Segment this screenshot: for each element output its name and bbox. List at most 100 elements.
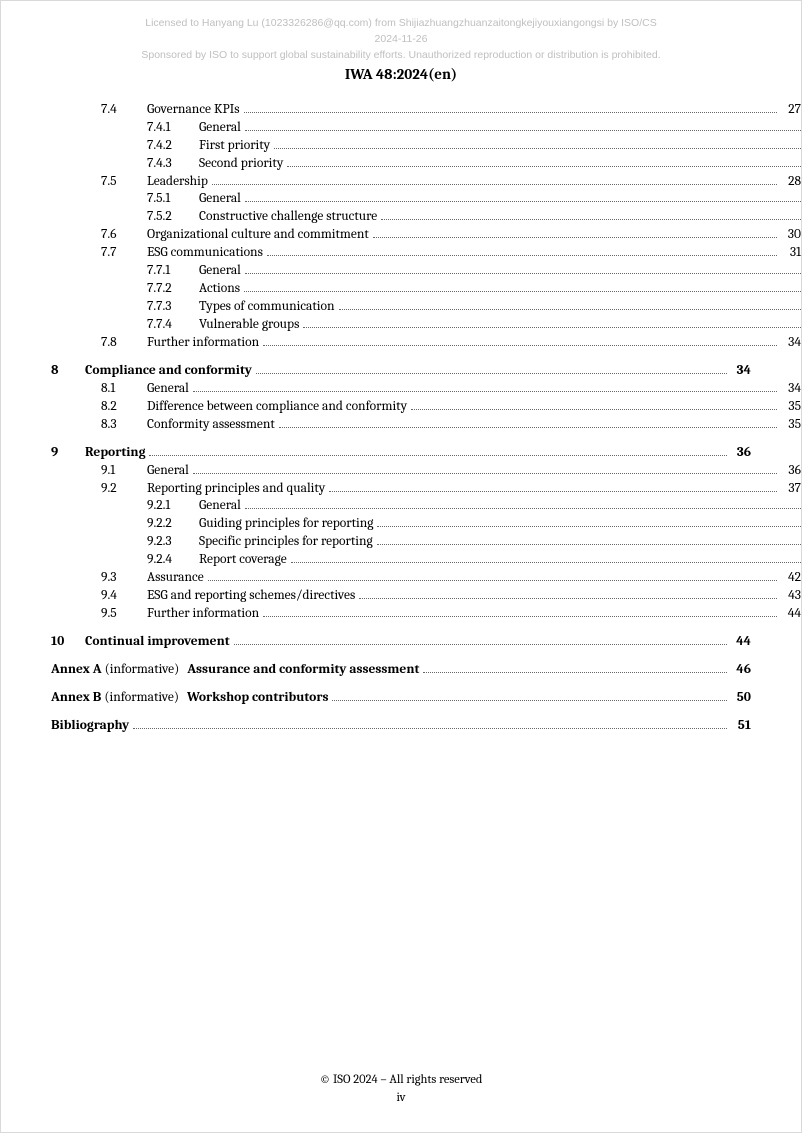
toc-entry-title: Assurance — [147, 570, 206, 586]
toc-entry-page: 34 — [779, 335, 801, 351]
toc-leader-dots — [244, 281, 802, 292]
toc-entry: 8Compliance and conformity34 — [51, 362, 751, 380]
toc-entry-page: 27 — [779, 102, 801, 118]
toc-entry-page: 34 — [779, 381, 801, 397]
toc-leader-dots — [245, 498, 802, 509]
toc-entry-title: ESG and reporting schemes/directives — [147, 588, 357, 604]
toc-leader-dots — [332, 689, 727, 700]
page-number: iv — [1, 1091, 801, 1106]
toc-entry-number: Annex A (informative) — [51, 662, 187, 678]
document-reference-title: IWA 48:2024(en) — [51, 65, 751, 83]
toc-entry-title: General — [199, 120, 243, 136]
toc-entry: 9.2.2Guiding principles for reporting37 — [147, 515, 802, 533]
toc-entry-page: 37 — [779, 481, 801, 497]
toc-entry-number: 9.1 — [101, 463, 147, 479]
toc-entry-title: Continual improvement — [85, 634, 232, 650]
toc-leader-dots — [381, 209, 802, 220]
toc-entry-title: Report coverage — [199, 552, 289, 568]
toc-entry: 8.3Conformity assessment35 — [101, 416, 801, 434]
toc-entry-title: Reporting principles and quality — [147, 481, 327, 497]
toc-entry: 7.7ESG communications31 — [101, 244, 801, 262]
toc-entry-title: Types of communication — [199, 299, 337, 315]
toc-entry: 7.8Further information 34 — [101, 334, 801, 352]
toc-entry: 10Continual improvement44 — [51, 633, 751, 651]
toc-entry-number: 9.2.1 — [147, 498, 199, 514]
toc-leader-dots — [193, 380, 777, 391]
toc-entry-title: Vulnerable groups — [199, 317, 301, 333]
toc-entry: 8.2Difference between compliance and con… — [101, 398, 801, 416]
toc-leader-dots — [291, 552, 802, 563]
toc-entry-title: General — [199, 191, 243, 207]
toc-entry: 7.7.1General31 — [147, 262, 802, 280]
toc-entry-page: 44 — [729, 634, 751, 650]
toc-entry-title: General — [199, 263, 243, 279]
toc-entry: 9.2.3Specific principles for reporting38 — [147, 533, 802, 551]
license-watermark-line3: Sponsored by ISO to support global susta… — [51, 48, 751, 62]
toc-entry-number: 7.5.1 — [147, 191, 199, 207]
toc-leader-dots — [329, 480, 777, 491]
toc-entry-title: Workshop contributors — [187, 690, 331, 706]
toc-leader-dots — [274, 137, 802, 148]
table-of-contents: 7.4Governance KPIs277.4.1General277.4.2F… — [51, 101, 751, 735]
toc-entry: 9Reporting36 — [51, 444, 751, 462]
toc-entry-title: Actions — [199, 281, 242, 297]
toc-entry-page: 36 — [779, 463, 801, 479]
toc-entry-page: 44 — [779, 606, 801, 622]
toc-entry-number: 7.8 — [101, 335, 147, 351]
toc-entry: Bibliography51 — [51, 717, 751, 735]
toc-leader-dots — [149, 444, 727, 455]
toc-leader-dots — [244, 101, 777, 112]
toc-entry-number: 8 — [51, 363, 85, 379]
toc-entry-title: General — [147, 463, 191, 479]
toc-entry-number: 8.3 — [101, 417, 147, 433]
license-watermark-line1: Licensed to Hanyang Lu (1023326286@qq.co… — [51, 16, 751, 30]
toc-entry: Annex B (informative) Workshop contribut… — [51, 689, 751, 707]
toc-leader-dots — [377, 516, 802, 527]
toc-entry-page: 51 — [729, 718, 751, 734]
toc-entry-title: ESG communications — [147, 245, 265, 261]
toc-leader-dots — [267, 245, 777, 256]
toc-entry-number: 7.5.2 — [147, 209, 199, 225]
toc-entry-number: 7.5 — [101, 174, 147, 190]
toc-entry: 7.4Governance KPIs 27 — [101, 101, 801, 119]
toc-entry: 7.4.3Second priority28 — [147, 155, 802, 173]
toc-entry-title: Reporting — [85, 445, 147, 461]
toc-entry-number: 9.2.2 — [147, 516, 199, 532]
toc-entry: 7.4.1General27 — [147, 119, 802, 137]
copyright-text: © ISO 2024 – All rights reserved — [1, 1073, 801, 1088]
toc-entry-page: 50 — [729, 690, 751, 706]
page: Licensed to Hanyang Lu (1023326286@qq.co… — [0, 0, 802, 1133]
toc-leader-dots — [208, 570, 777, 581]
toc-entry-number: 7.7.1 — [147, 263, 199, 279]
toc-leader-dots — [359, 588, 777, 599]
toc-entry: 9.2.4Report coverage41 — [147, 551, 802, 569]
toc-entry-number: 7.7.4 — [147, 317, 199, 333]
toc-leader-dots — [373, 227, 777, 238]
toc-entry-number: 9.3 — [101, 570, 147, 586]
toc-entry-title: Further information — [147, 335, 261, 351]
toc-leader-dots — [256, 362, 727, 373]
toc-leader-dots — [287, 155, 802, 166]
toc-entry: Annex A (informative) Assurance and conf… — [51, 661, 751, 679]
toc-leader-dots — [245, 191, 802, 202]
toc-leader-dots — [234, 634, 727, 645]
toc-leader-dots — [245, 119, 802, 130]
toc-entry: 7.7.2Actions32 — [147, 280, 802, 298]
toc-entry-number: 9.2.4 — [147, 552, 199, 568]
toc-entry-title: Constructive challenge structure — [199, 209, 379, 225]
toc-entry-number: 7.4.1 — [147, 120, 199, 136]
toc-entry-page: 46 — [729, 662, 751, 678]
toc-leader-dots — [377, 534, 802, 545]
toc-leader-dots — [245, 263, 802, 274]
toc-leader-dots — [423, 662, 727, 673]
toc-entry-title: Governance KPIs — [147, 102, 242, 118]
toc-entry-number: 7.7.2 — [147, 281, 199, 297]
toc-entry-title: General — [147, 381, 191, 397]
toc-entry: 7.5.1General28 — [147, 191, 802, 209]
toc-entry-number: Annex B (informative) — [51, 690, 187, 706]
toc-entry-title: General — [199, 498, 243, 514]
toc-entry-number: 7.4 — [101, 102, 147, 118]
toc-entry-number: 9.5 — [101, 606, 147, 622]
toc-leader-dots — [193, 462, 777, 473]
toc-entry-title: Specific principles for reporting — [199, 534, 375, 550]
